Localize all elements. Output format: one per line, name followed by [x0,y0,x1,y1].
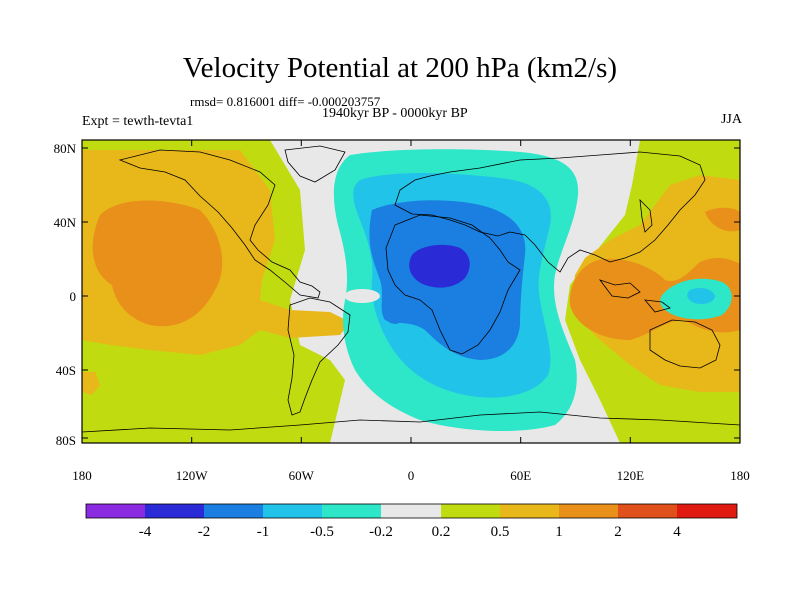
field-atlantic-neutral-pocket [344,289,380,303]
coastline-africa [385,214,521,355]
colorbar-label: -1 [257,524,270,540]
lon-axis-labels: 180 120W 60W 0 60E 120E 180 [72,468,750,483]
field-west-pacific-negative-0-5 [687,288,715,304]
colorbar-label: -0.5 [310,524,334,540]
colorbar-swatch [618,504,677,518]
field-north-pacific-positive-1 [705,207,740,232]
lon-label-180w: 180 [72,468,92,483]
colorbar-label: 0.2 [432,524,451,540]
lon-label-120e: 120E [617,468,645,483]
lon-label-60e: 60E [510,468,531,483]
lon-label-60w: 60W [289,468,315,483]
field-west-pacific-positive-1 [569,257,740,340]
colorbar-label: 1 [555,524,563,540]
lat-label-40n: 40N [54,215,77,230]
coastline-north-america [118,149,321,299]
coastline-japan [639,198,653,233]
colorbar-label: -4 [139,524,152,540]
coastline-south-america [287,297,351,416]
coastline-australia [649,319,721,369]
field-pacific-positive-edge [82,372,100,395]
lat-label-80n: 80N [54,141,77,156]
colorbar-label: -2 [198,524,211,540]
coastline-eurasia [394,151,706,273]
field-africa-negative-2 [409,244,470,288]
lat-label-eq: 0 [70,289,77,304]
colorbar-swatch [677,504,737,518]
field-atlantic-negative-1 [385,315,402,324]
colorbar-swatch [86,504,145,518]
coastline-antarctica [82,411,740,433]
colorbar-swatch [441,504,500,518]
colorbar-frame [85,503,738,519]
experiment-label: Expt = tewth-tevta1 [82,114,194,129]
lon-label-0: 0 [408,468,415,483]
lat-label-80s: 80S [56,433,76,448]
coastline-maritime-continent [598,279,671,313]
plot-title: Velocity Potential at 200 hPa (km2/s) [182,52,618,84]
stats-label: rmsd= 0.816001 diff= -0.000203757 [190,94,381,109]
season-label: JJA [720,112,742,127]
colorbar-swatch [559,504,618,518]
coastline-greenland [284,145,346,183]
colorbar-label: 2 [614,524,622,540]
lat-axis-labels: 80N 40N 0 40S 80S [54,141,77,448]
lon-label-120w: 120W [176,468,209,483]
colorbar-swatch [381,504,441,518]
colorbar-label: -0.2 [369,524,393,540]
coastlines [82,145,740,433]
colorbar-label: 4 [673,524,681,540]
colorbar-label: 0.5 [491,524,510,540]
period-label: 1940kyr BP - 0000kyr BP [322,106,468,121]
lon-label-180e: 180 [730,468,750,483]
field-pacific-positive-1 [92,200,223,327]
velocity-potential-field [82,140,740,443]
lat-label-40s: 40S [56,363,76,378]
axis-ticks [81,140,741,443]
colorbar-swatch [145,504,204,518]
colorbar-swatch [500,504,559,518]
colorbar-swatch [322,504,381,518]
colorbar: -4 -2 -1 -0.5 -0.2 0.2 0.5 1 2 4 [85,503,738,540]
colorbar-swatch [204,504,263,518]
colorbar-swatch [263,504,322,518]
